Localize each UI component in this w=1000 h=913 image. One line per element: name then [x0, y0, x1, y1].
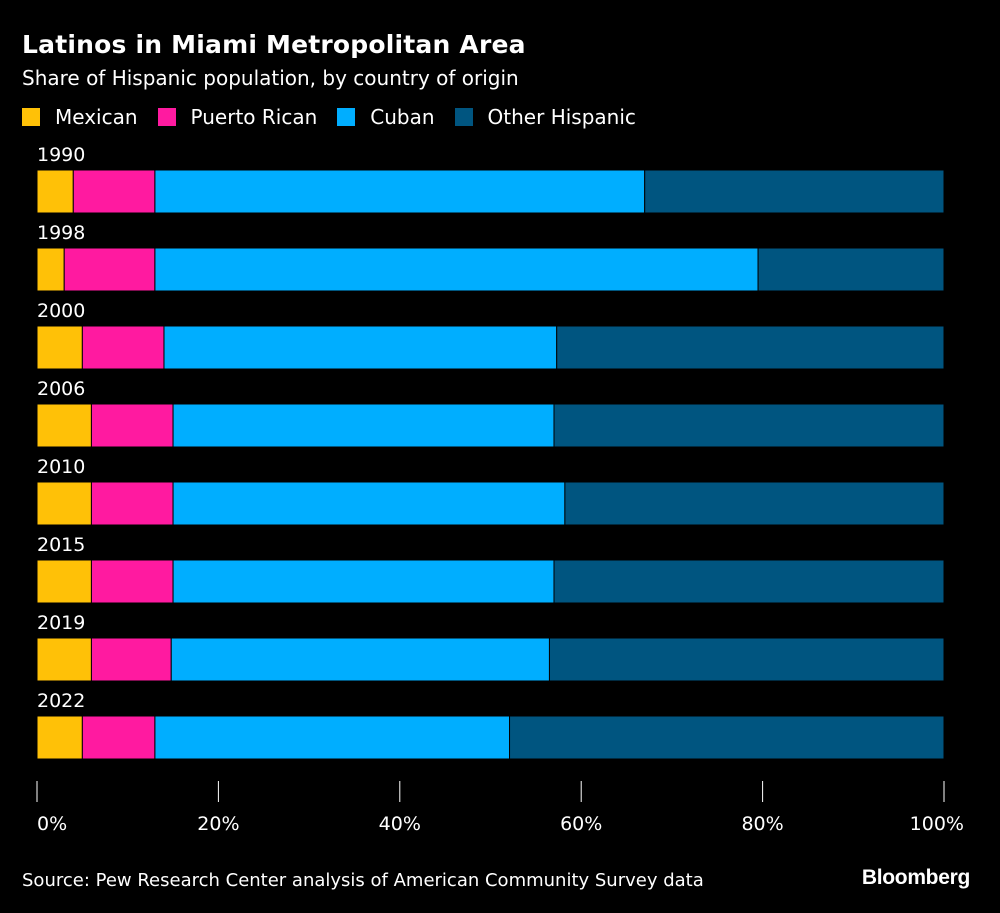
x-tick-label-1: 20% — [197, 813, 239, 835]
bar-2022-puerto-rican — [81, 715, 156, 760]
legend-swatch-puerto-rican — [157, 108, 176, 126]
bar-2000-other-hispanic — [556, 325, 945, 370]
bar-2010-mexican — [36, 481, 92, 526]
bar-2019-mexican — [36, 637, 92, 682]
legend: Mexican Puerto Rican Cuban Other Hispani… — [22, 104, 656, 130]
bar-1998-cuban — [154, 247, 759, 292]
bar-2022-other-hispanic — [509, 715, 945, 760]
bar-2000-puerto-rican — [81, 325, 165, 370]
bar-2022-cuban — [154, 715, 511, 760]
bar-2000-mexican — [36, 325, 83, 370]
bar-2000-cuban — [163, 325, 558, 370]
legend-item-cuban: Cuban — [337, 105, 435, 129]
bar-2019-other-hispanic — [548, 637, 945, 682]
bar-1998-mexican — [36, 247, 65, 292]
x-tick-label-3: 60% — [560, 813, 602, 835]
bloomberg-logo: Bloomberg — [861, 866, 970, 889]
bar-2019-cuban — [170, 637, 550, 682]
legend-swatch-cuban — [337, 108, 356, 126]
x-tick-label-5: 100% — [910, 813, 964, 835]
bar-1998-other-hispanic — [757, 247, 945, 292]
bar-2015-puerto-rican — [90, 559, 174, 604]
bar-1990-other-hispanic — [644, 169, 945, 214]
legend-label-mexican: Mexican — [55, 105, 138, 129]
bar-2010-puerto-rican — [90, 481, 174, 526]
chart-subtitle: Share of Hispanic population, by country… — [22, 66, 519, 90]
x-tick-label-2: 40% — [379, 813, 421, 835]
legend-swatch-mexican — [22, 108, 40, 126]
year-label-2010: 2010 — [37, 456, 85, 478]
bar-2022-mexican — [36, 715, 83, 760]
year-label-1990: 1990 — [37, 144, 85, 166]
legend-item-mexican: Mexican — [22, 105, 138, 129]
bar-2006-puerto-rican — [90, 403, 174, 448]
year-label-1998: 1998 — [37, 222, 85, 244]
legend-swatch-other-hispanic — [454, 108, 473, 126]
bar-2015-mexican — [36, 559, 92, 604]
legend-item-other-hispanic: Other Hispanic — [454, 105, 636, 129]
bar-2010-other-hispanic — [564, 481, 945, 526]
bar-2006-mexican — [36, 403, 92, 448]
bar-1990-mexican — [36, 169, 74, 214]
year-label-2000: 2000 — [37, 300, 85, 322]
chart-title: Latinos in Miami Metropolitan Area — [22, 30, 526, 59]
year-label-2006: 2006 — [37, 378, 85, 400]
legend-item-puerto-rican: Puerto Rican — [157, 105, 318, 129]
year-label-2019: 2019 — [37, 612, 85, 634]
source-note: Source: Pew Research Center analysis of … — [22, 870, 704, 891]
bar-2006-other-hispanic — [553, 403, 945, 448]
bar-2010-cuban — [172, 481, 566, 526]
legend-label-cuban: Cuban — [370, 105, 435, 129]
bar-1998-puerto-rican — [63, 247, 156, 292]
bar-2015-other-hispanic — [553, 559, 945, 604]
bar-2006-cuban — [172, 403, 555, 448]
bar-2019-puerto-rican — [90, 637, 172, 682]
bar-1990-puerto-rican — [72, 169, 156, 214]
year-label-2022: 2022 — [37, 690, 85, 712]
legend-label-other-hispanic: Other Hispanic — [487, 105, 636, 129]
x-tick-label-4: 80% — [741, 813, 783, 835]
x-tick-label-0: 0% — [37, 813, 67, 835]
legend-label-puerto-rican: Puerto Rican — [190, 105, 318, 129]
bar-1990-cuban — [154, 169, 646, 214]
bar-2015-cuban — [172, 559, 555, 604]
year-label-2015: 2015 — [37, 534, 85, 556]
